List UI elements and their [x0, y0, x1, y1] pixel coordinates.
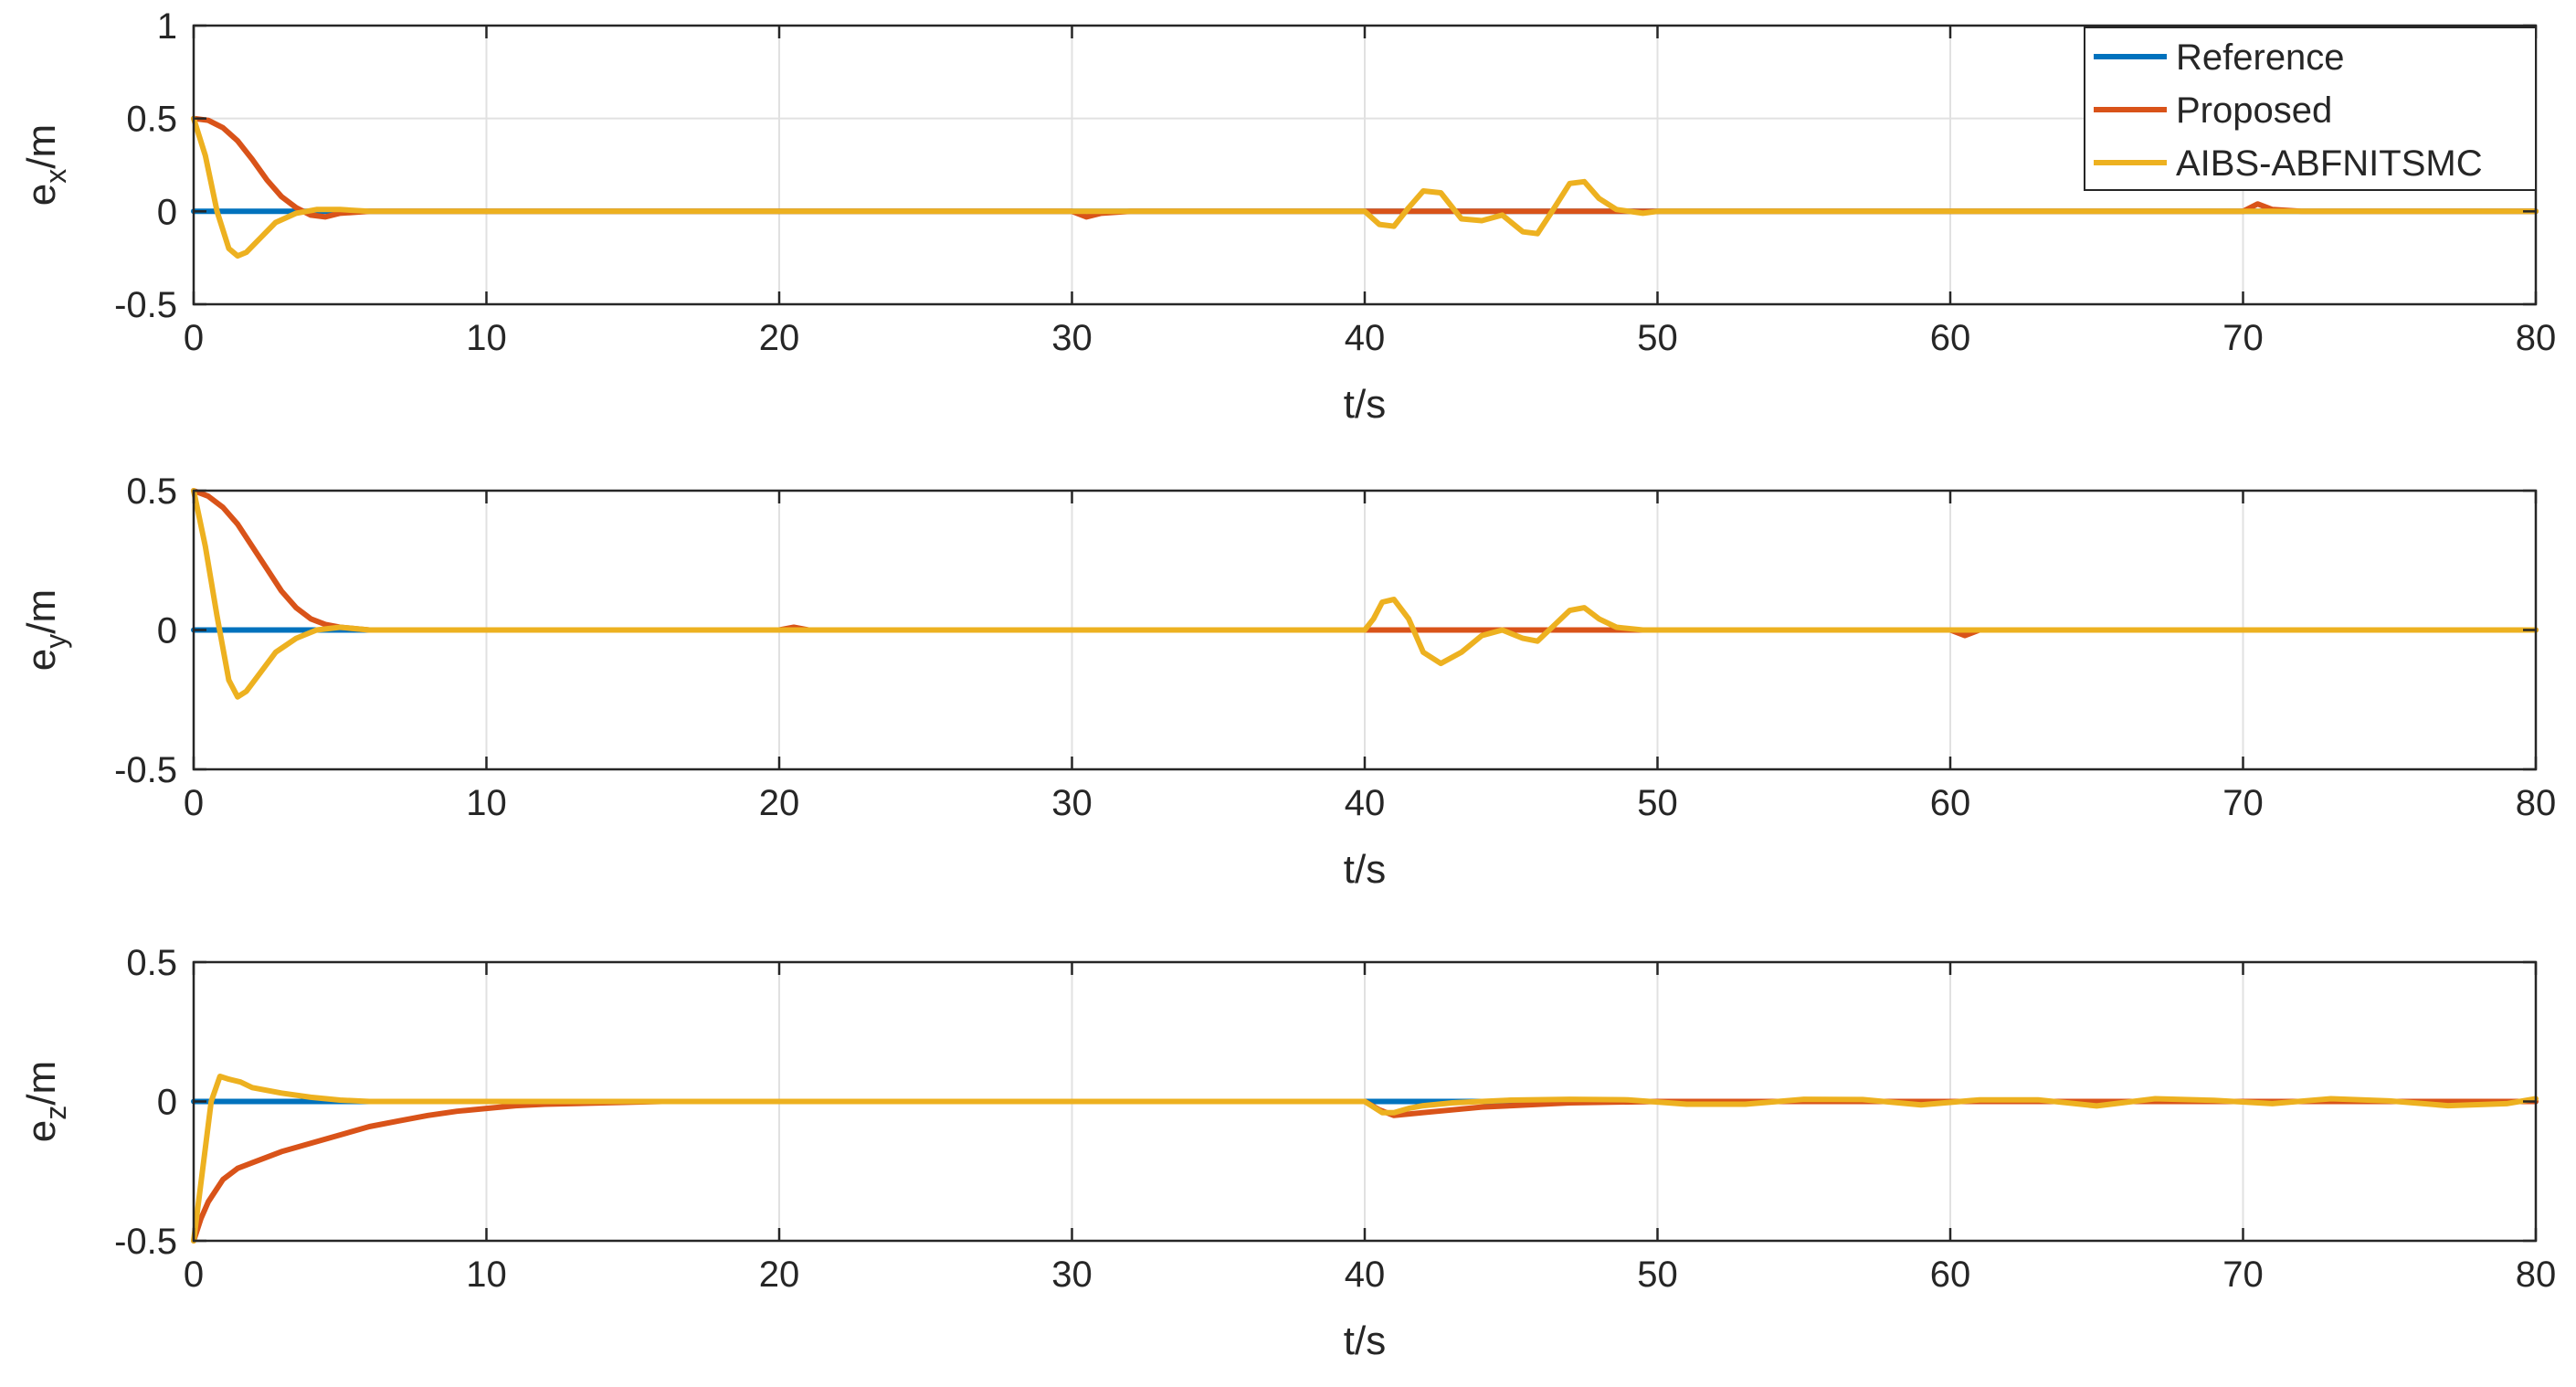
y-tick-label: 0 [157, 192, 177, 232]
x-tick-label: 20 [759, 318, 800, 358]
x-tick-label: 20 [759, 1255, 800, 1295]
x-tick-label: 10 [466, 1255, 507, 1295]
x-tick-label: 70 [2222, 1255, 2264, 1295]
x-tick-label: 50 [1637, 783, 1678, 823]
y-axis-label: ex/m [19, 124, 72, 206]
legend: Reference Proposed AIBS-ABFNITSMC [2084, 26, 2537, 191]
x-tick-label: 30 [1051, 318, 1093, 358]
x-tick-label: 80 [2516, 783, 2557, 823]
x-tick-label: 60 [1930, 783, 1971, 823]
legend-label: AIBS-ABFNITSMC [2176, 143, 2483, 184]
x-tick-label: 70 [2222, 318, 2264, 358]
y-tick-label: 0.5 [126, 943, 177, 983]
x-tick-label: 10 [466, 318, 507, 358]
y-axis-label-base: e [19, 1120, 64, 1142]
series-line-aibs-abfnitsmc [191, 115, 2539, 259]
plot-panel-2: 0 10 20 30 40 50 60 70 80-0.500.5t/sey/m [19, 471, 2556, 892]
y-axis-label-unit: /m [19, 1061, 64, 1106]
y-axis-label-sub: y [39, 634, 72, 649]
x-tick-label: 40 [1345, 1255, 1386, 1295]
x-axis-label: t/s [1344, 382, 1386, 427]
y-axis-label-sub: x [39, 169, 72, 184]
y-tick-label: 0 [157, 611, 177, 651]
legend-label: Reference [2176, 37, 2345, 78]
y-tick-label: -0.5 [114, 750, 177, 790]
plot-panel-3: 0 10 20 30 40 50 60 70 80-0.500.5t/sez/m [19, 943, 2556, 1363]
x-tick-label: 50 [1637, 318, 1678, 358]
series-line-proposed [191, 1098, 2539, 1244]
legend-label: Proposed [2176, 90, 2332, 131]
x-tick-label: 40 [1345, 783, 1386, 823]
x-tick-label: 60 [1930, 1255, 1971, 1295]
y-axis-label-base: e [19, 184, 64, 206]
y-tick-label: -0.5 [114, 1222, 177, 1262]
x-tick-label: 0 [184, 318, 204, 358]
x-tick-label: 20 [759, 783, 800, 823]
x-axis-label: t/s [1344, 1318, 1386, 1363]
x-tick-label: 50 [1637, 1255, 1678, 1295]
x-tick-label: 80 [2516, 318, 2557, 358]
x-axis-label: t/s [1344, 847, 1386, 892]
y-axis-label-sub: z [39, 1106, 72, 1120]
y-tick-label: 0.5 [126, 471, 177, 512]
x-tick-label: 40 [1345, 318, 1386, 358]
x-tick-label: 0 [184, 783, 204, 823]
y-tick-label: 1 [157, 6, 177, 47]
series-line-aibs-abfnitsmc [191, 1074, 2539, 1244]
y-tick-label: 0 [157, 1083, 177, 1123]
x-tick-label: 60 [1930, 318, 1971, 358]
x-tick-label: 80 [2516, 1255, 2557, 1295]
x-tick-label: 30 [1051, 1255, 1093, 1295]
y-axis-label-base: e [19, 649, 64, 671]
y-axis-label: ez/m [19, 1061, 72, 1142]
x-tick-label: 70 [2222, 783, 2264, 823]
x-tick-label: 30 [1051, 783, 1093, 823]
y-tick-label: 0.5 [126, 100, 177, 140]
y-axis-label-unit: /m [19, 124, 64, 169]
plot-panel-1: 0 10 20 30 40 50 60 70 80-0.500.51t/sex/mReferen… [19, 6, 2556, 427]
series-line-aibs-abfnitsmc [191, 488, 2539, 700]
y-axis-label: ey/m [19, 589, 72, 671]
x-tick-label: 0 [184, 1255, 204, 1295]
x-tick-label: 10 [466, 783, 507, 823]
y-tick-label: -0.5 [114, 285, 177, 325]
y-axis-label-unit: /m [19, 589, 64, 634]
